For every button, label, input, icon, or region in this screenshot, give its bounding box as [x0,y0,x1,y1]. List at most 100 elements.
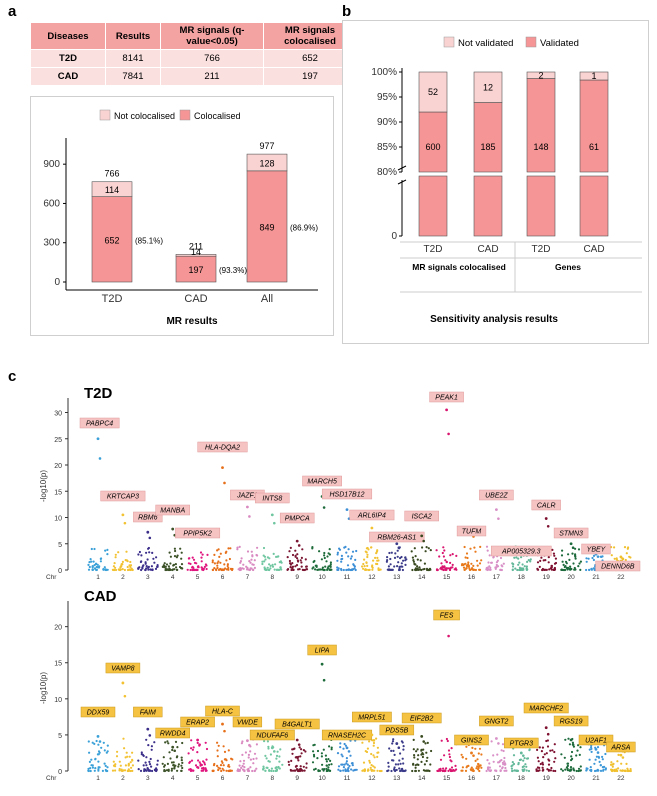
data-point [601,758,604,761]
legend-label: Not validated [458,38,513,49]
data-point [470,766,473,769]
gene-label: VWDE [237,720,258,727]
data-point [181,567,184,570]
gene-label-box [401,712,442,724]
data-point [365,750,369,754]
data-point [585,560,588,563]
data-point [301,769,304,772]
data-point [340,554,343,558]
data-point [200,769,203,772]
data-point [222,745,225,748]
bar-not-validated [473,71,503,103]
data-point [218,555,221,559]
data-point [336,566,339,569]
data-point [539,559,542,563]
data-point [503,756,506,760]
data-point [512,762,516,766]
data-point [311,567,314,570]
data-point [269,753,272,756]
gene-label-box [274,718,320,730]
data-point [247,756,250,759]
data-point [417,754,420,757]
data-label: 197 [188,265,203,275]
data-point [152,557,155,560]
data-point [592,567,595,570]
data-point [121,560,124,564]
data-point [364,568,367,572]
bar-not-validated [579,71,609,81]
data-point [367,568,370,572]
data-point [589,766,592,769]
data-point [585,568,588,572]
x-tick-label: 21 [592,775,600,782]
data-point [536,766,540,769]
data-point [205,567,208,571]
gene-label: ARL6IP4 [357,513,386,520]
data-point [211,568,215,572]
gene-label-box [79,417,120,429]
data-point [161,565,164,569]
gene-label: UBE2Z [485,493,508,500]
gene-label: PEAK1 [435,395,458,402]
data-point [337,768,340,771]
x-tick-label: 16 [468,574,476,581]
data-point [590,768,593,772]
gene-label-box [175,527,221,539]
data-point [149,769,152,772]
data-point-highlight [422,740,426,743]
data-point [396,555,399,558]
data-point [415,750,418,753]
data-point [566,769,570,772]
data-point [227,566,230,570]
data-point [519,568,522,571]
data-point [104,549,107,552]
data-point [295,768,299,771]
data-point [516,568,519,572]
data-point [137,759,140,762]
x-tick-label: CAD [477,244,498,255]
data-point [320,558,323,561]
data-point [337,568,340,572]
gene-label: B4GALT1 [282,722,312,729]
gene-label-box [578,734,614,746]
data-point [266,566,269,569]
table-header: Diseases [30,22,106,50]
data-point [464,556,467,559]
data-point [238,764,241,767]
data-point [165,769,169,772]
data-point [198,761,201,764]
data-point [290,568,293,572]
data-point [537,769,540,773]
y-tick-label: 25 [54,437,62,444]
data-point [366,553,369,556]
data-point [479,764,482,767]
data-point [270,769,273,773]
data-point [247,769,251,773]
data-point [97,766,100,769]
data-point [413,563,416,566]
data-point [180,756,183,759]
data-point [169,562,172,565]
x-tick-label: 11 [344,574,351,581]
data-point [305,766,308,769]
data-point [340,558,343,561]
data-point [167,769,170,773]
data-point [213,567,216,570]
data-point-highlight [223,481,226,485]
data-point [287,568,290,571]
data-point [503,763,506,766]
data-point-highlight [148,734,152,737]
data-point-highlight [123,694,127,698]
gene-label-box [100,490,146,502]
data-point [131,751,134,754]
data-point [525,567,528,571]
data-point [224,551,227,555]
data-point [455,554,458,558]
data-point [313,768,316,771]
data-point [216,764,219,768]
bar-validated-lower [526,175,556,237]
data-point [502,763,505,766]
gene-label: PDS5B [385,728,408,735]
data-point [94,757,97,761]
